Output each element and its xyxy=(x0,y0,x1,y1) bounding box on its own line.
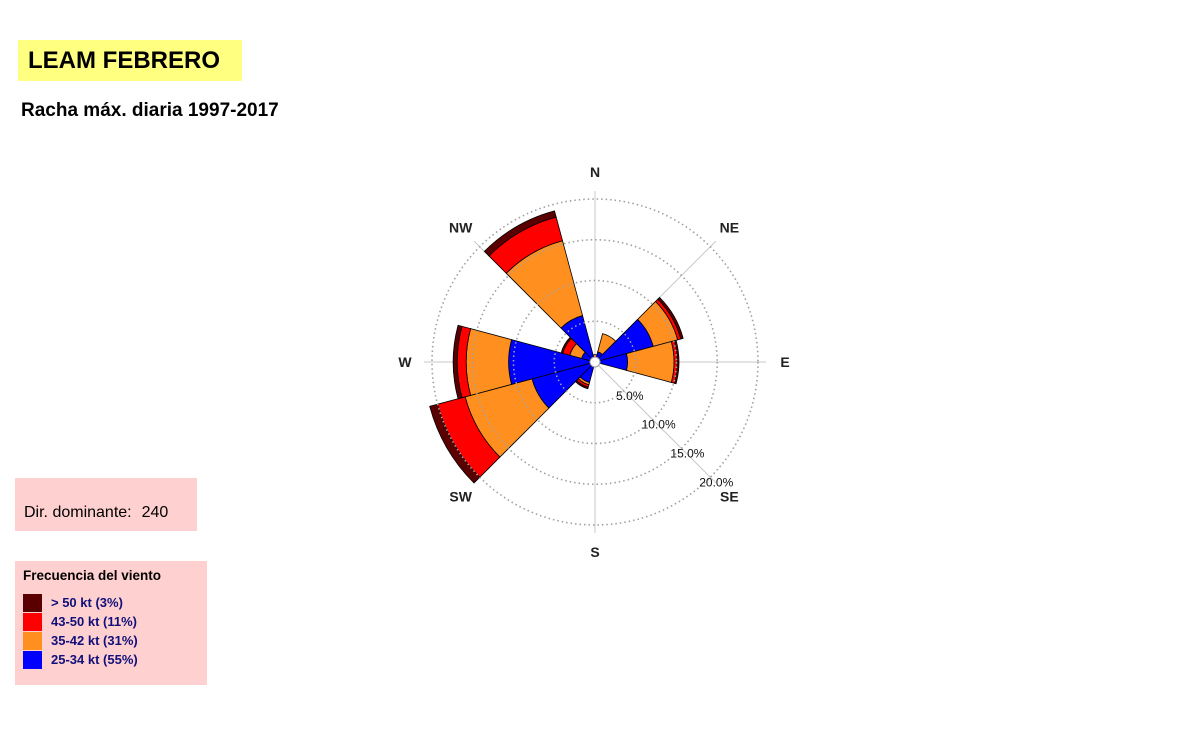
rose-center xyxy=(590,357,600,367)
legend-item: 35-42 kt (31%) xyxy=(23,631,207,650)
legend-swatch xyxy=(23,594,42,612)
legend-item: > 50 kt (3%) xyxy=(23,593,207,612)
legend-label: 35-42 kt (31%) xyxy=(51,633,138,648)
legend-swatch xyxy=(23,632,42,650)
legend-label: > 50 kt (3%) xyxy=(51,595,123,610)
compass-label: NE xyxy=(720,220,739,236)
legend-label: 43-50 kt (11%) xyxy=(51,614,137,629)
dominant-direction-label: Dir. dominante: xyxy=(24,504,132,521)
legend-label: 25-34 kt (55%) xyxy=(51,652,138,667)
legend-swatch xyxy=(23,651,42,669)
radial-tick-label: 20.0% xyxy=(699,475,733,489)
legend-item: 25-34 kt (55%) xyxy=(23,650,207,669)
compass-label: NW xyxy=(449,220,473,236)
legend-title: Frecuencia del viento xyxy=(23,568,207,583)
compass-label: SE xyxy=(720,488,739,504)
legend: Frecuencia del viento > 50 kt (3%) 43-50… xyxy=(15,561,207,685)
compass-label: N xyxy=(590,164,600,180)
dominant-direction-box: Dir. dominante: 240 xyxy=(15,478,197,531)
compass-label: SW xyxy=(449,488,472,504)
radial-tick-label: 10.0% xyxy=(642,418,676,432)
legend-item: 43-50 kt (11%) xyxy=(23,612,207,631)
compass-label: S xyxy=(590,544,599,560)
radial-tick-label: 5.0% xyxy=(616,389,644,403)
radial-tick-label: 15.0% xyxy=(670,446,704,460)
compass-label: W xyxy=(398,354,412,370)
compass-label: E xyxy=(780,354,789,370)
legend-swatch xyxy=(23,613,42,631)
dominant-direction-value: 240 xyxy=(142,504,169,521)
